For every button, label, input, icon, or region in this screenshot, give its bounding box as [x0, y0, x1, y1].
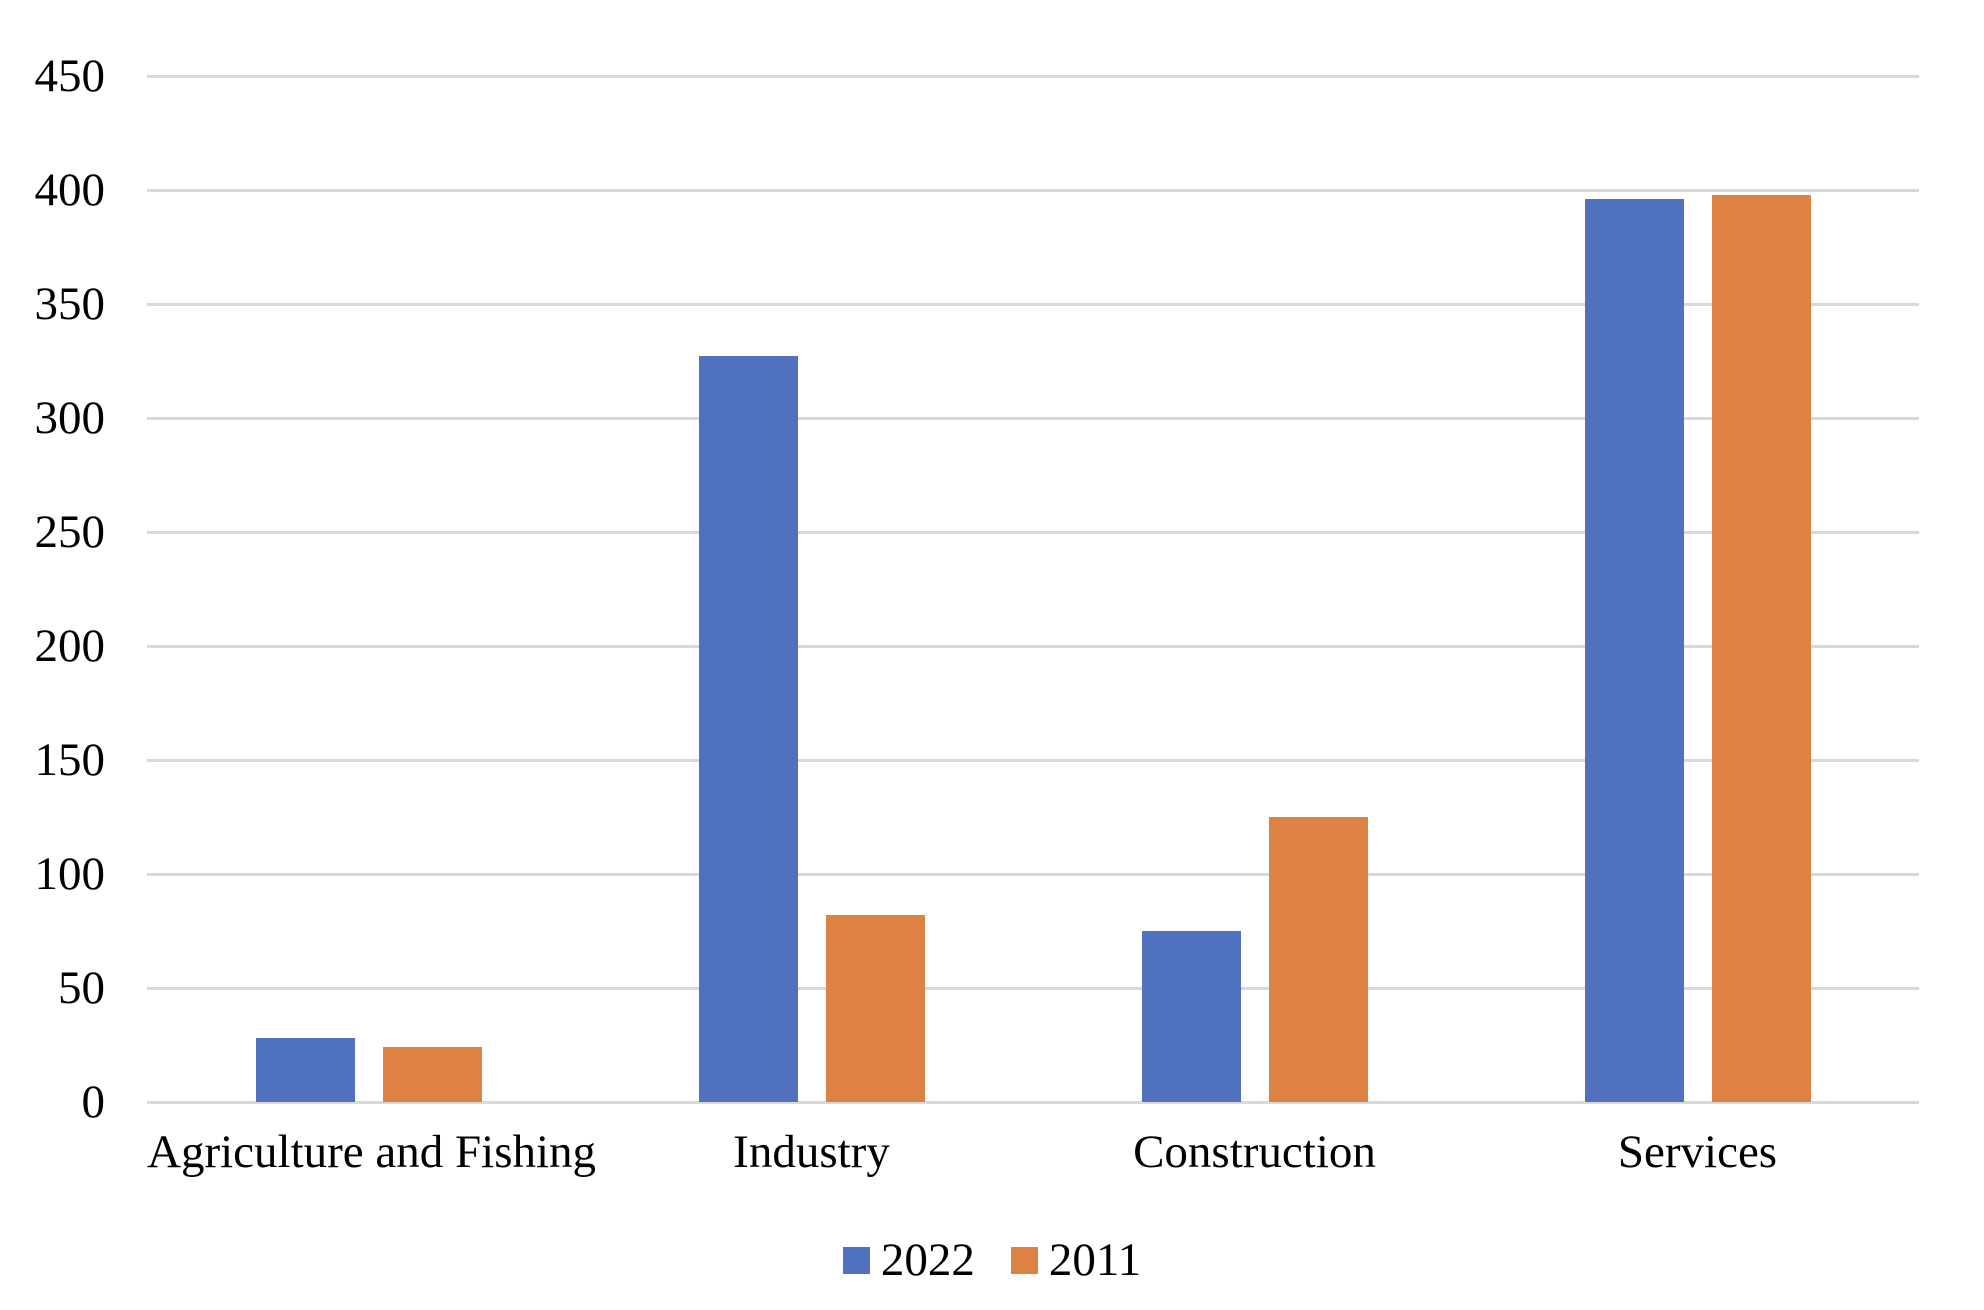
gridline-350: [147, 302, 1919, 306]
bar-2011-construction: [1268, 817, 1368, 1102]
gridline-0: [147, 1100, 1919, 1104]
bar-2022-services: [1584, 199, 1684, 1102]
gridline-450: [147, 74, 1919, 78]
y-tick-label-400: 400: [34, 164, 106, 216]
legend: 2022 2011: [0, 1232, 1984, 1288]
gridline-250: [147, 530, 1919, 534]
gridline-300: [147, 416, 1919, 420]
legend-item-2022: 2022: [842, 1233, 975, 1287]
gridline-150: [147, 758, 1919, 762]
gridline-100: [147, 872, 1919, 876]
bar-2011-agriculture-and-fishing: [382, 1047, 482, 1102]
legend-swatch-2011: [1010, 1246, 1038, 1274]
legend-label-2011: 2011: [1048, 1234, 1142, 1286]
y-tick-label-200: 200: [34, 620, 106, 672]
x-category-label-industry: Industry: [733, 1126, 890, 1178]
legend-item-2011: 2011: [1010, 1233, 1142, 1287]
bar-2022-industry: [698, 356, 798, 1102]
y-tick-label-0: 0: [81, 1076, 106, 1128]
y-tick-label-150: 150: [34, 734, 106, 786]
bar-2011-services: [1711, 194, 1811, 1102]
bar-2011-industry: [825, 915, 925, 1102]
x-category-label-agriculture-and-fishing: Agriculture and Fishing: [147, 1126, 597, 1178]
gridline-200: [147, 644, 1919, 648]
gridline-400: [147, 188, 1919, 192]
bar-2022-agriculture-and-fishing: [255, 1038, 355, 1102]
legend-label-2022: 2022: [880, 1234, 975, 1286]
y-tick-label-300: 300: [34, 392, 106, 444]
y-tick-label-350: 350: [34, 278, 106, 330]
x-category-label-services: Services: [1617, 1126, 1778, 1178]
gridline-50: [147, 986, 1919, 990]
y-tick-label-100: 100: [34, 848, 106, 900]
legend-swatch-2022: [842, 1246, 870, 1274]
y-tick-label-450: 450: [34, 50, 106, 102]
bar-2022-construction: [1141, 931, 1241, 1102]
plot-area: [147, 74, 1919, 1104]
y-tick-label-250: 250: [34, 506, 106, 558]
x-category-label-construction: Construction: [1133, 1126, 1376, 1178]
y-tick-label-50: 50: [58, 962, 105, 1014]
